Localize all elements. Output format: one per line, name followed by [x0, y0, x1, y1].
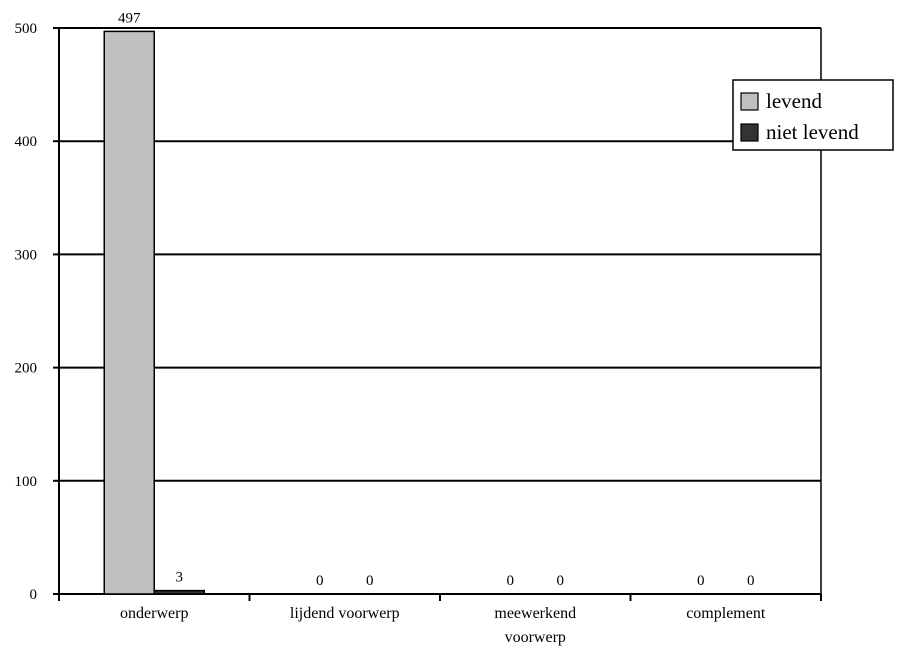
x-category-label: complement	[686, 605, 766, 622]
bar-niet-levend	[153, 589, 205, 595]
bars	[103, 30, 205, 595]
y-tick-label: 300	[15, 247, 38, 263]
data-labels: 497 3 0 0 0 0 0 0	[118, 10, 755, 589]
x-category-label: lijdend voorwerp	[290, 605, 400, 622]
axes	[58, 28, 822, 601]
bar-levend	[103, 30, 155, 595]
data-label: 0	[507, 573, 515, 589]
legend-label: levend	[766, 89, 822, 113]
y-tick-label: 100	[15, 474, 38, 490]
data-label: 0	[697, 573, 705, 589]
y-tick-label: 500	[15, 21, 38, 37]
y-tick-label: 400	[15, 134, 38, 150]
x-category-label: onderwerp	[120, 605, 188, 622]
x-category-label-line: voorwerp	[505, 629, 566, 646]
data-label: 0	[747, 573, 755, 589]
y-axis-ticks: 0 100 200 300 400 500	[15, 21, 59, 603]
legend-swatch	[740, 92, 759, 111]
y-tick-label: 200	[15, 361, 38, 377]
legend-swatch	[740, 123, 759, 142]
legend-box	[732, 79, 894, 151]
gridlines	[59, 27, 821, 482]
data-label: 3	[176, 570, 184, 586]
x-category-label-line: meewerkend	[494, 605, 576, 622]
data-label: 497	[118, 10, 141, 26]
legend-label: niet levend	[766, 120, 859, 144]
x-axis-categories: onderwerp lijdend voorwerp meewerkend voorw…	[120, 605, 766, 646]
x-category-label-line: lijdend voorwerp	[290, 605, 400, 622]
data-label: 0	[557, 573, 565, 589]
data-label: 0	[366, 573, 374, 589]
legend: levend niet levend	[732, 79, 894, 151]
x-category-label-line: onderwerp	[120, 605, 188, 622]
x-category-label: meewerkend voorwerp	[494, 605, 576, 646]
data-label: 0	[316, 573, 324, 589]
x-category-label-line: complement	[686, 605, 766, 622]
y-tick-label: 0	[30, 587, 38, 603]
